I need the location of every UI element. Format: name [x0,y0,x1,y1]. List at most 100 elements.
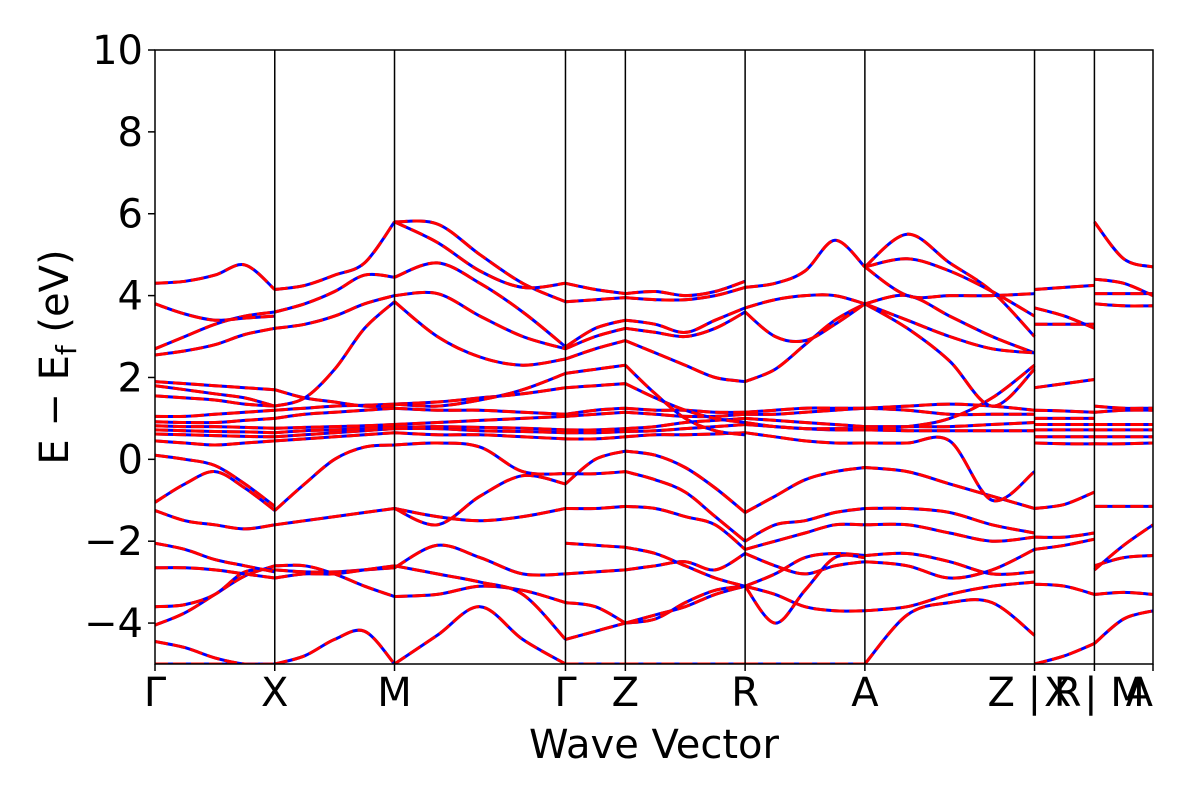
band-line-dashed [744,466,866,514]
band-line-dashed [155,432,275,439]
band-line-dashed [394,371,567,408]
band-line-dashed [155,384,276,408]
band-line-dashed [565,435,626,441]
band-line-dashed [1094,408,1153,414]
band-line-dashed [155,394,275,408]
x-tick-label: X | M [1044,670,1145,716]
band-line-dashed [155,263,276,291]
band-line-dashed [864,435,1036,503]
band-line-dashed [864,364,1036,431]
band-segment-7 [1034,283,1095,664]
band-line-dashed [565,427,626,432]
band-segment-2 [393,219,567,664]
x-tick-label: Z [612,670,639,716]
band-line-solid [394,441,566,476]
band-line-dashed [393,605,567,664]
band-line-solid [1034,490,1095,510]
band-line-dashed [274,300,396,408]
band-line-dashed [155,408,275,419]
band-line-dashed [744,584,865,613]
band-line-dashed [864,406,1035,417]
band-line-dashed [1034,441,1095,446]
band-line-dashed [864,257,1036,318]
band-line-dashed [625,310,746,339]
band-line-dashed [864,302,1036,408]
y-tick-label: 2 [118,355,143,401]
band-line-dashed [274,628,396,664]
band-line-dashed [274,564,395,580]
band-line-dashed [274,272,395,314]
band-line-dashed [565,406,626,416]
band-segment-0 [155,263,276,664]
band-line-dashed [624,364,746,437]
band-line-dashed [393,543,566,577]
band-line-dashed [394,564,567,641]
band-line-dashed [1094,302,1153,308]
band-line-solid [744,466,866,514]
band-line-dashed [155,326,276,357]
band-segment-3 [564,281,627,664]
band-line-dashed [274,406,395,420]
y-tick-label: 10 [92,28,143,74]
band-line-dashed [393,300,566,367]
band-line-dashed [155,567,275,609]
y-tick-label: −2 [84,519,143,565]
band-line-solid [394,290,566,351]
band-line-dashed [1093,220,1153,269]
band-line-dashed [565,541,626,549]
y-axis: −4 −2 0 2 4 6 8 10 [84,28,155,647]
band-line-solid [155,453,276,508]
band-line-dashed [155,453,276,508]
band-line-dashed [864,506,1035,535]
band-line-dashed [394,441,566,476]
band-line-dashed [565,363,626,375]
band-line-solid [864,302,1035,355]
band-line-dashed [1094,590,1153,596]
band-line-dashed [1094,441,1153,446]
band-line-dashed [155,424,275,430]
band-line-dashed [1094,404,1153,410]
band-line-dashed [394,406,566,416]
y-tick-label: 0 [118,437,143,483]
x-tick-label: Γ [144,670,167,716]
band-line-dashed [744,551,866,588]
band-line-dashed [155,564,276,627]
x-tick-label: A [851,670,879,716]
plot-frame [154,49,1154,665]
band-line-dashed [393,473,566,527]
band-line-dashed [564,449,626,486]
band-segment-6 [863,232,1036,664]
band-line-dashed [274,423,395,430]
band-line-dashed [1094,277,1153,297]
band-line-solid [394,564,567,641]
band-line-dashed [863,598,1036,664]
band-line-dashed [864,293,1036,355]
band-line-dashed [394,431,566,441]
band-line-dashed [394,426,566,435]
band-line-dashed [624,470,747,543]
band-line-dashed [565,470,626,476]
band-line-dashed [155,566,275,580]
band-line-dashed [624,584,746,625]
band-line-dashed [393,261,567,348]
y-tick-label: 8 [118,110,143,156]
band-line-solid [1093,609,1153,645]
band-line-solid [393,261,567,348]
band-line-dashed [394,584,566,605]
band-line-dashed [155,470,276,512]
x-tick-label: X [261,670,288,716]
band-line-dashed [744,552,866,576]
band-line-dashed [744,293,866,310]
band-line-dashed [565,568,626,576]
band-line-dashed [625,285,746,302]
band-line-solid [864,580,1035,613]
x-tick-label: M [377,670,412,716]
band-line-dashed [565,601,627,625]
band-line-dashed [1093,523,1153,572]
band-line-dashed [565,621,626,641]
band-line-dashed [564,326,626,351]
band-line-dashed [155,509,276,531]
band-line-dashed [1034,531,1095,539]
band-segment-1 [273,221,396,664]
